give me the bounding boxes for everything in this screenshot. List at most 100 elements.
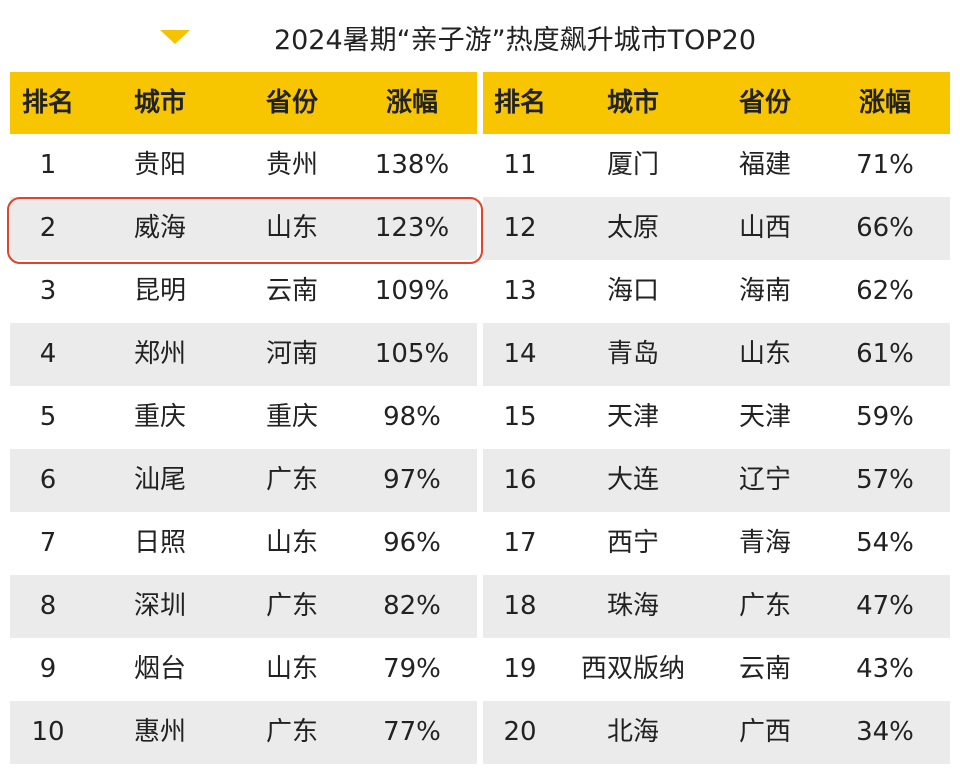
table-row: 19 西双版纳 云南 43%: [483, 638, 950, 701]
table-cell: 贵州: [265, 150, 318, 180]
table-cell: 10: [31, 717, 65, 747]
table-cell: 20: [503, 717, 537, 747]
table-cell: 61%: [856, 339, 914, 369]
header-cell: 省份: [265, 88, 318, 118]
table-cell: 19: [503, 654, 537, 684]
highlight-frame: [7, 197, 483, 264]
table-cell: 西宁: [606, 528, 659, 558]
table-cell: 11: [503, 150, 537, 180]
table-cell: 广东: [738, 591, 791, 621]
header-cell: 涨幅: [858, 88, 911, 118]
table-cell: 重庆: [133, 402, 186, 432]
table-cell: 珠海: [606, 591, 659, 621]
table-row: 4 郑州 河南 105%: [10, 323, 477, 386]
table-cell: 16: [503, 465, 537, 495]
header-row: 排名 城市 省份 涨幅: [483, 72, 950, 134]
table-cell: 13: [503, 276, 537, 306]
table-row: 2 威海 山东 123%: [10, 197, 477, 260]
table-row: 12 太原 山西 66%: [483, 197, 950, 260]
header-cell: 涨幅: [385, 88, 438, 118]
table-cell: 138%: [374, 150, 450, 180]
table-cell: 3: [39, 276, 57, 306]
title: 2024暑期“亲子游”热度飙升城市TOP20: [273, 25, 757, 56]
table-cell: 54%: [856, 528, 914, 558]
table-cell: 山东: [738, 339, 791, 369]
table-cell: 青海: [738, 528, 791, 558]
table-row: 16 大连 辽宁 57%: [483, 449, 950, 512]
table-cell: 34%: [856, 717, 914, 747]
table-cell: 昆明: [133, 276, 186, 306]
table-cell: 18: [503, 591, 537, 621]
table-cell: 日照: [133, 528, 186, 558]
table-cell: 河南: [265, 339, 318, 369]
table-cell: 8: [39, 591, 57, 621]
table-cell: 威海: [133, 213, 186, 243]
table-cell: 47%: [856, 591, 914, 621]
header-cell: 城市: [606, 88, 659, 118]
table-row: 3 昆明 云南 109%: [10, 260, 477, 323]
header-cell: 省份: [738, 88, 791, 118]
table-cell: 云南: [265, 276, 318, 306]
header-cell: 排名: [493, 88, 546, 118]
table-cell: 7: [39, 528, 57, 558]
table-cell: 12: [503, 213, 537, 243]
table-cell: 惠州: [133, 717, 186, 747]
table-cell: 96%: [383, 528, 441, 558]
table-cell: 福建: [738, 150, 791, 180]
table-cell: 大连: [606, 465, 659, 495]
table-cell: 海南: [738, 276, 791, 306]
table-row: 11 厦门 福建 71%: [483, 134, 950, 197]
table-cell: 厦门: [606, 150, 659, 180]
table-cell: 烟台: [133, 654, 186, 684]
table-cell: 123%: [374, 213, 450, 243]
table-cell: 62%: [856, 276, 914, 306]
table-row: 14 青岛 山东 61%: [483, 323, 950, 386]
table-cell: 4: [39, 339, 57, 369]
table-cell: 17: [503, 528, 537, 558]
table-cell: 57%: [856, 465, 914, 495]
table-cell: 15: [503, 402, 537, 432]
table-cell: 天津: [606, 402, 659, 432]
table-cell: 广东: [265, 717, 318, 747]
table-cell: 海口: [606, 276, 659, 306]
table-cell: 98%: [383, 402, 441, 432]
table-cell: 广西: [738, 717, 791, 747]
table-row: 10 惠州 广东 77%: [10, 701, 477, 764]
table-cell: 14: [503, 339, 537, 369]
table-cell: 5: [39, 402, 57, 432]
table-cell: 山东: [265, 528, 318, 558]
table-row: 5 重庆 重庆 98%: [10, 386, 477, 449]
table-cell: 西双版纳: [580, 654, 685, 684]
header-cell: 排名: [21, 88, 74, 118]
table-cell: 山东: [265, 213, 318, 243]
table-cell: 109%: [374, 276, 450, 306]
table-row: 8 深圳 广东 82%: [10, 575, 477, 638]
table-row: 1 贵阳 贵州 138%: [10, 134, 477, 197]
table-row: 7 日照 山东 96%: [10, 512, 477, 575]
table-row: 9 烟台 山东 79%: [10, 638, 477, 701]
table-cell: 汕尾: [133, 465, 186, 495]
table-row: 6 汕尾 广东 97%: [10, 449, 477, 512]
table-cell: 43%: [856, 654, 914, 684]
table-row: 20 北海 广西 34%: [483, 701, 950, 764]
table-cell: 重庆: [265, 402, 318, 432]
table-cell: 6: [39, 465, 57, 495]
table-cell: 郑州: [133, 339, 186, 369]
table-cell: 山西: [738, 213, 791, 243]
table-cell: 深圳: [133, 591, 186, 621]
table-cell: 97%: [383, 465, 441, 495]
table-cell: 青岛: [606, 339, 659, 369]
table-cell: 天津: [738, 402, 791, 432]
table-cell: 9: [39, 654, 57, 684]
table-cell: 太原: [606, 213, 659, 243]
table-cell: 北海: [606, 717, 659, 747]
table-cell: 59%: [856, 402, 914, 432]
table-cell: 山东: [265, 654, 318, 684]
table-cell: 1: [39, 150, 57, 180]
table-cell: 广东: [265, 465, 318, 495]
table-row: 15 天津 天津 59%: [483, 386, 950, 449]
table-cell: 2: [39, 213, 57, 243]
table-cell: 66%: [856, 213, 914, 243]
header-row: 排名 城市 省份 涨幅: [10, 72, 477, 134]
table-cell: 77%: [383, 717, 441, 747]
